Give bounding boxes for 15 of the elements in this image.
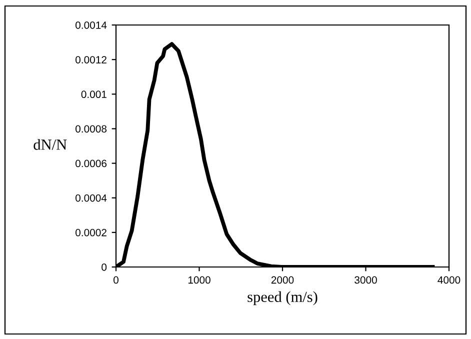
y-tick-label: 0.0014 <box>76 22 107 29</box>
y-axis-title: dN/N <box>34 139 67 150</box>
x-tick-label: 1000 <box>188 276 210 284</box>
x-tick-label: 3000 <box>354 276 377 284</box>
x-tick-label: 2000 <box>271 276 294 284</box>
y-tick-label: 0.0006 <box>76 160 107 168</box>
y-tick-label: 0.0012 <box>76 56 106 64</box>
y-tick-label: 0.0004 <box>76 194 107 202</box>
y-tick-label: 0 <box>102 264 107 271</box>
x-tick-label: 4000 <box>438 276 460 284</box>
x-axis-title: speed (m/s) <box>248 291 318 306</box>
y-tick-label: 0.0002 <box>76 228 106 236</box>
y-tick-label: 0.0008 <box>76 125 107 133</box>
y-tick-label: 0.001 <box>81 90 106 98</box>
x-tick-label: 0 <box>114 276 118 284</box>
